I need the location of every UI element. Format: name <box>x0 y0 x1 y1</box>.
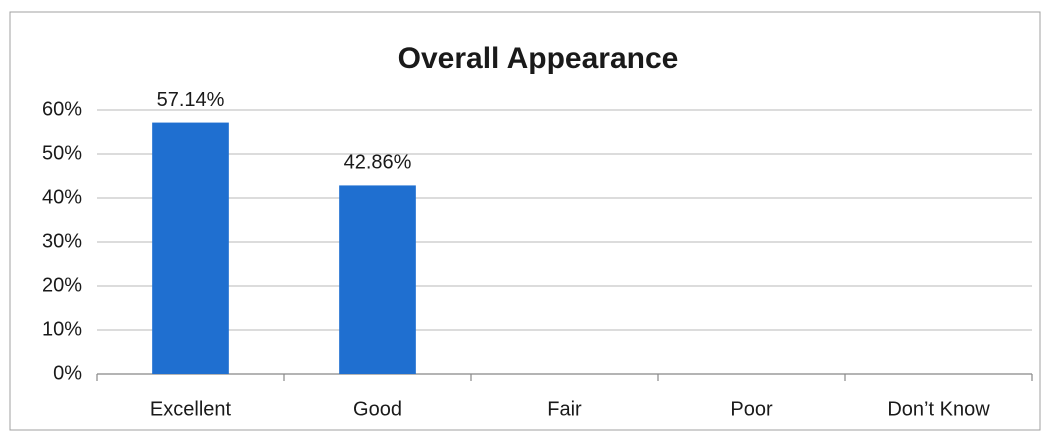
data-label: 42.86% <box>344 152 412 174</box>
data-label: 57.14% <box>157 89 225 111</box>
x-tick-label: Fair <box>547 398 582 420</box>
bar <box>152 122 229 374</box>
x-tick-label: Poor <box>730 398 773 420</box>
y-tick-label: 20% <box>42 274 82 296</box>
bar <box>339 185 416 374</box>
y-tick-label: 40% <box>42 186 82 208</box>
y-tick-label: 10% <box>42 318 82 340</box>
x-tick-label: Excellent <box>150 398 232 420</box>
x-tick-label: Don’t Know <box>887 398 990 420</box>
y-tick-label: 50% <box>42 142 82 164</box>
y-tick-label: 0% <box>53 362 82 384</box>
y-tick-label: 60% <box>42 98 82 120</box>
x-tick-label: Good <box>353 398 402 420</box>
y-tick-label: 30% <box>42 230 82 252</box>
chart-title: Overall Appearance <box>398 42 679 75</box>
